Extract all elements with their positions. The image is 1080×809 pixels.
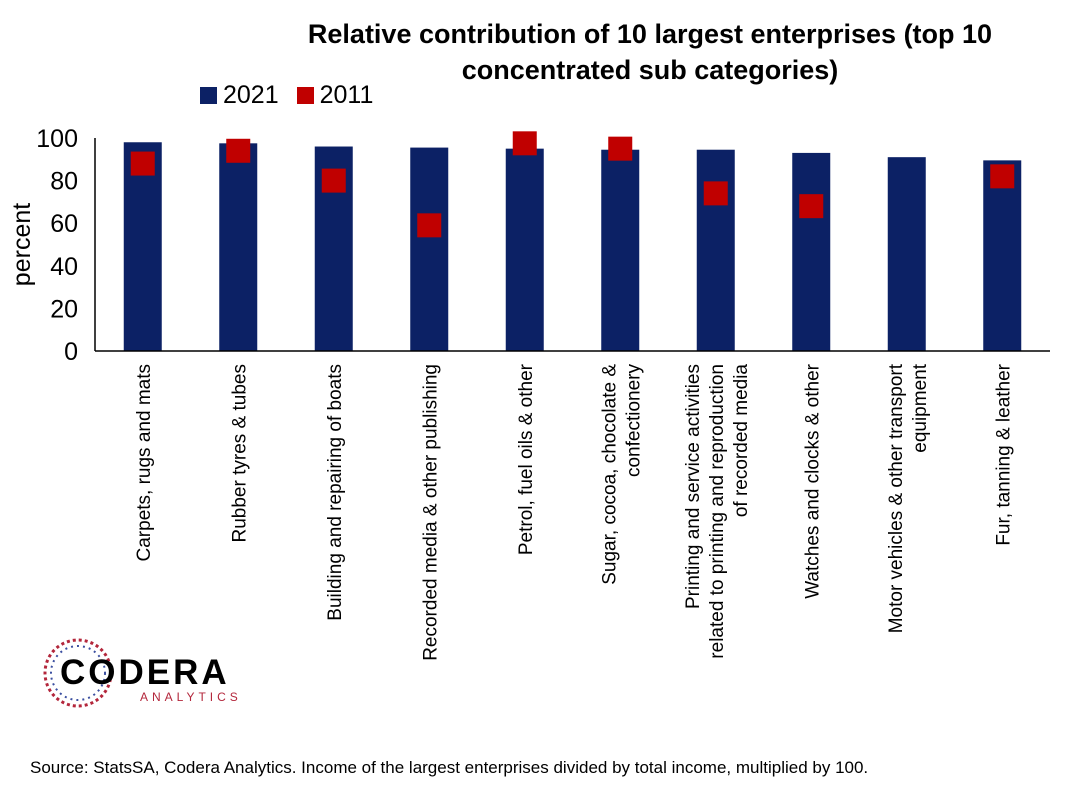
marker-2011 [703, 181, 728, 206]
x-tick-label: Watches and clocks & other [802, 363, 823, 598]
x-tick-label: Printing and service activities related t… [683, 364, 752, 659]
marker-2011 [990, 164, 1015, 189]
y-tick-label: 80 [50, 168, 78, 196]
bar-2021 [601, 149, 640, 351]
y-tick-label: 0 [64, 338, 78, 366]
logo-subtitle: ANALYTICS [140, 690, 242, 704]
marker-2011 [608, 136, 633, 161]
source-note: Source: StatsSA, Codera Analytics. Incom… [30, 758, 869, 777]
x-tick-label-line: related to printing and reproduction [707, 364, 728, 659]
x-tick-label-line: confectionery [623, 364, 644, 478]
legend-item-2011: 2011 [296, 80, 374, 110]
x-tick-label-line: of recorded media [731, 364, 752, 518]
x-tick-label-line: Sugar, cocoa, chocolate & [599, 364, 620, 585]
x-tick-label: Petrol, fuel oils & other [516, 363, 537, 555]
x-tick-label-line: Carpets, rugs and mats [134, 364, 155, 561]
x-tick-label: Building and repairing of boats [325, 364, 346, 621]
x-tick-label: Fur, tanning & leather [993, 363, 1014, 545]
bar-2021 [983, 160, 1022, 351]
bar-2021 [505, 148, 544, 351]
logo-ring-icon [43, 638, 113, 708]
x-tick-label: Motor vehicles & other transport equipmen… [886, 363, 931, 633]
bar-2021 [887, 157, 926, 351]
marker-2011 [226, 138, 251, 163]
marker-2011 [321, 168, 346, 193]
chart-title: Relative contribution of 10 largest ente… [230, 16, 1070, 88]
bar-2021 [792, 152, 831, 351]
x-tick-label: Sugar, cocoa, chocolate & confectionery [599, 364, 644, 585]
y-tick-label: 60 [50, 210, 78, 238]
legend-item-2021: 2021 [200, 81, 279, 110]
bar-2021 [410, 147, 449, 351]
x-tick-label-line: Fur, tanning & leather [993, 363, 1014, 545]
logo-wordmark: CODERA [60, 653, 230, 692]
x-tick-label-line: equipment [910, 363, 931, 452]
y-axis-title: percent [8, 203, 36, 286]
marker-2011 [512, 131, 537, 156]
chart-title-line-1: Relative contribution of 10 largest ente… [307, 19, 993, 49]
x-tick-label: Carpets, rugs and mats [134, 364, 155, 561]
marker-2011 [799, 194, 824, 219]
y-tick-label: 40 [50, 253, 78, 281]
codera-logo: CODERA ANALYTICS [40, 633, 250, 713]
x-tick-label: Recorded media & other publishing [420, 364, 441, 661]
x-tick-label-line: Watches and clocks & other [802, 363, 823, 598]
chart-title-line-2: concentrated sub categories) [461, 55, 839, 85]
bar-2021 [696, 149, 735, 351]
legend-swatch-2021 [200, 86, 217, 104]
legend-label-2021: 2021 [223, 80, 279, 109]
marker-2011 [417, 213, 442, 238]
x-tick-label-line: Petrol, fuel oils & other [516, 363, 537, 555]
x-tick-label-line: Recorded media & other publishing [420, 364, 441, 661]
legend-label-2011: 2011 [319, 80, 374, 109]
legend-swatch-2011 [296, 86, 314, 104]
bar-2021 [219, 143, 258, 351]
x-tick-label-line: Rubber tyres & tubes [229, 364, 250, 542]
marker-2011 [130, 151, 155, 176]
x-tick-label-line: Building and repairing of boats [325, 364, 346, 621]
bar-2021 [123, 142, 162, 351]
x-tick-label: Rubber tyres & tubes [229, 364, 250, 542]
x-tick-label-line: Printing and service activities [683, 364, 704, 609]
y-tick-label: 20 [50, 295, 78, 323]
y-tick-label: 100 [36, 125, 78, 153]
legend: 2021 2011 [200, 80, 391, 110]
x-tick-label-line: Motor vehicles & other transport [886, 363, 907, 633]
